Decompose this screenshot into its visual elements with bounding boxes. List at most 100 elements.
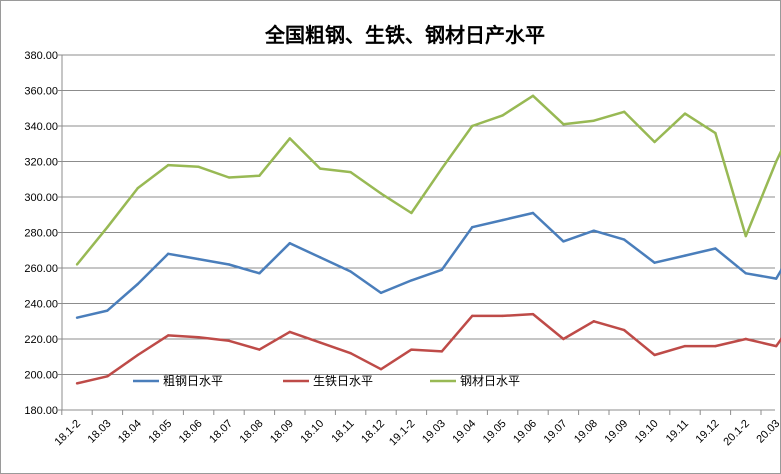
x-tick-label: 20.03 — [754, 418, 781, 446]
y-tick-label: 380.00 — [24, 50, 58, 62]
data-point — [592, 119, 595, 122]
data-point — [106, 309, 109, 312]
data-point — [319, 256, 322, 259]
y-tick-label: 340.00 — [24, 121, 58, 133]
x-tick-label: 18.1-2 — [53, 418, 84, 449]
data-point — [623, 110, 626, 114]
x-tick-label: 19.04 — [450, 418, 478, 446]
data-point — [592, 320, 595, 323]
data-point — [775, 160, 778, 163]
data-point — [531, 94, 535, 98]
y-tick-label: 180.00 — [24, 405, 58, 417]
y-tick-label: 360.00 — [24, 86, 58, 98]
data-point — [379, 192, 383, 195]
x-tick-label: 19.1-2 — [387, 418, 418, 449]
data-point — [258, 348, 261, 351]
x-tick-label: 18.07 — [207, 418, 235, 446]
data-point — [562, 123, 565, 126]
data-point — [531, 312, 535, 316]
data-point — [714, 344, 717, 348]
data-point — [471, 225, 474, 229]
data-point — [562, 337, 565, 341]
x-tick-label: 18.05 — [146, 418, 174, 446]
data-point — [775, 277, 778, 280]
series-line-1 — [76, 211, 781, 319]
x-tick-label: 20.1-2 — [721, 418, 752, 449]
x-tick-label: 18.10 — [298, 418, 326, 446]
data-point — [623, 238, 626, 241]
data-point — [440, 268, 443, 271]
data-point — [379, 291, 383, 295]
data-point — [440, 350, 443, 353]
axes: 380.00 360.00 340.00 320.00 300.00 280.00 260.… — [24, 50, 781, 449]
data-point — [75, 382, 79, 385]
data-point — [562, 240, 565, 243]
x-tick-label: 18.03 — [86, 418, 114, 446]
y-tick-label: 220.00 — [24, 334, 58, 346]
data-point — [501, 314, 504, 318]
data-point — [410, 211, 413, 215]
legend-label: 钢材日水平 — [460, 374, 520, 388]
data-point — [744, 337, 747, 341]
data-point — [349, 270, 352, 273]
chart-title: 全国粗钢、生铁、钢材日产水平 — [264, 23, 545, 47]
data-point — [75, 316, 79, 319]
data-point — [592, 229, 595, 232]
x-tick-label: 19.05 — [481, 418, 509, 446]
data-point — [319, 341, 322, 344]
x-tick-label: 18.09 — [268, 418, 296, 446]
data-point — [501, 218, 504, 222]
series-lines — [75, 94, 781, 385]
data-point — [440, 167, 443, 170]
data-point — [167, 334, 170, 337]
data-point — [258, 272, 261, 275]
x-tick-label: 19.06 — [511, 418, 539, 446]
x-tick-label: 18.12 — [359, 418, 387, 446]
data-point — [136, 282, 139, 286]
data-point — [288, 137, 291, 140]
data-point — [653, 140, 656, 144]
x-tick-label: 18.11 — [329, 418, 356, 445]
y-tick-label: 200.00 — [24, 370, 58, 382]
data-point — [653, 353, 656, 357]
data-point — [714, 247, 717, 250]
data-point — [288, 330, 291, 334]
data-point — [683, 344, 687, 348]
data-point — [136, 353, 139, 357]
data-point — [227, 263, 231, 266]
data-point — [653, 261, 656, 264]
data-point — [471, 124, 474, 128]
data-point — [106, 375, 109, 378]
data-point — [288, 241, 291, 245]
y-tick-label: 260.00 — [24, 263, 58, 275]
data-point — [775, 344, 778, 348]
data-point — [349, 170, 352, 174]
data-point — [410, 348, 413, 351]
legend: 粗钢日水平 生铁日水平 钢材日水平 — [133, 374, 520, 388]
x-tick-label: 18.04 — [116, 418, 144, 446]
y-tick-label: 300.00 — [24, 192, 58, 204]
x-tick-label: 19.10 — [633, 418, 661, 446]
y-tick-label: 320.00 — [24, 157, 58, 169]
x-tick-label: 19.08 — [572, 418, 600, 446]
data-point — [714, 131, 717, 135]
legend-label: 粗钢日水平 — [163, 374, 223, 388]
x-tick-label: 18.06 — [177, 418, 205, 446]
data-point — [197, 336, 200, 339]
data-point — [410, 279, 413, 282]
data-point — [106, 225, 109, 229]
data-point — [258, 174, 261, 177]
data-point — [744, 272, 747, 275]
data-point — [379, 367, 383, 371]
data-point — [197, 165, 200, 169]
legend-label: 生铁日水平 — [313, 374, 373, 388]
data-point — [197, 257, 200, 261]
data-point — [136, 186, 139, 190]
series-line-2 — [76, 312, 781, 385]
x-tick-label: 19.03 — [420, 418, 448, 446]
data-point — [349, 352, 352, 355]
x-tick-label: 19.07 — [542, 418, 570, 446]
data-point — [319, 167, 322, 170]
